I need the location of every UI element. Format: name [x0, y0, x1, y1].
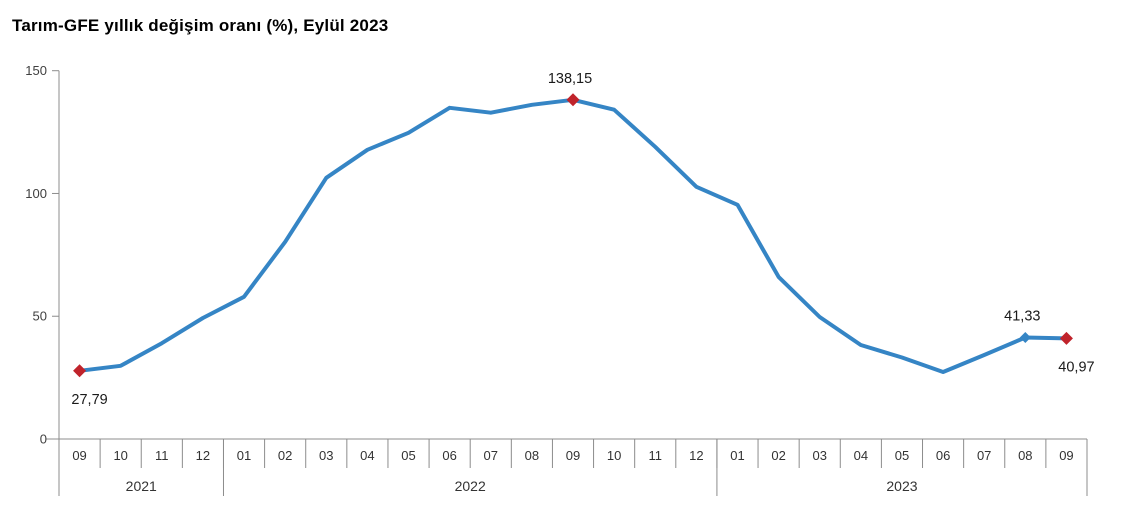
x-axis-month-label: 06: [442, 448, 456, 463]
x-axis-month-label: 09: [566, 448, 580, 463]
data-line-series: [77, 97, 1069, 374]
y-axis-tick-label: 0: [40, 432, 47, 447]
x-axis-month-label: 09: [1059, 448, 1073, 463]
data-point-label: 41,33: [1004, 309, 1040, 325]
red-diamond-marker: [73, 364, 87, 378]
data-point-label: 40,97: [1058, 359, 1094, 375]
x-axis-month-label: 05: [401, 448, 415, 463]
x-axis-month-label: 06: [936, 448, 950, 463]
x-axis-month-label: 11: [648, 448, 662, 463]
x-axis-year-label: 2023: [886, 478, 917, 494]
x-axis-month-label: 12: [689, 448, 703, 463]
x-axis-month-label: 10: [113, 448, 127, 463]
red-diamond-marker: [566, 93, 580, 107]
x-axis-month-label: 04: [854, 448, 868, 463]
x-axis-month-label: 01: [730, 448, 744, 463]
x-axis-month-label: 07: [977, 448, 991, 463]
data-point-label: 138,15: [548, 71, 592, 87]
blue-diamond-marker: [1019, 332, 1031, 344]
x-axis-year-label: 2021: [126, 478, 157, 494]
data-point-label: 27,79: [71, 392, 107, 408]
x-axis-month-label: 03: [319, 448, 333, 463]
x-axis-month-label: 01: [237, 448, 251, 463]
chart-title: Tarım-GFE yıllık değişim oranı (%), Eylü…: [12, 16, 389, 35]
x-axis-month-label: 02: [278, 448, 292, 463]
x-axis-month-label: 09: [72, 448, 86, 463]
red-diamond-marker: [1059, 331, 1073, 345]
x-axis-year-label: 2022: [455, 478, 486, 494]
x-axis-month-label: 12: [196, 448, 210, 463]
x-axis-month-label: 08: [1018, 448, 1032, 463]
x-axis-month-label: 07: [484, 448, 498, 463]
y-axis-tick-label: 50: [33, 309, 47, 324]
x-axis-month-label: 02: [771, 448, 785, 463]
x-axis-month-label: 05: [895, 448, 909, 463]
x-axis-month-label: 10: [607, 448, 621, 463]
y-axis-tick-label: 150: [25, 63, 47, 78]
x-axis-month-label: 04: [360, 448, 374, 463]
x-axis-month-label: 08: [525, 448, 539, 463]
x-axis-month-label: 11: [155, 448, 169, 463]
y-axis-tick-label: 100: [25, 186, 47, 201]
x-axis-month-label: 03: [812, 448, 826, 463]
